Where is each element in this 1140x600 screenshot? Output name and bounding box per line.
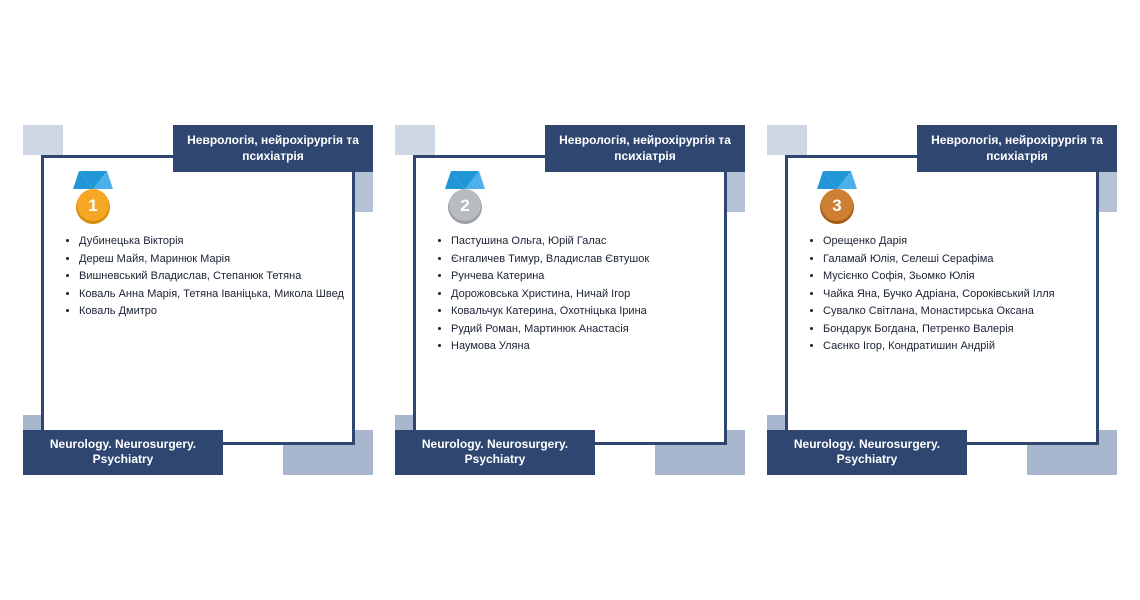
card-footer: Neurology. Neurosurgery. Psychiatry	[395, 430, 595, 475]
list-item: Коваль Дмитро	[79, 303, 345, 320]
list-item: Дорожовська Христина, Ничай Ігор	[451, 286, 717, 303]
card-footer: Neurology. Neurosurgery. Psychiatry	[23, 430, 223, 475]
svg-text:3: 3	[832, 196, 841, 215]
list-item: Рунчева Катерина	[451, 268, 717, 285]
list-item: Ковальчук Катерина, Охотніцька Ірина	[451, 303, 717, 320]
list-item: Чайка Яна, Бучко Адріана, Сороківський І…	[823, 286, 1089, 303]
card-header: Неврологія, нейрохірургія та психіатрія	[173, 125, 373, 172]
svg-text:2: 2	[460, 196, 469, 215]
award-card-1: Неврологія, нейрохірургія та психіатрія …	[23, 125, 373, 475]
list-item: Дубинецька Вікторія	[79, 233, 345, 250]
card-header: Неврологія, нейрохірургія та психіатрія	[917, 125, 1117, 172]
medal-icon: 1	[69, 171, 117, 232]
award-card-2: Неврологія, нейрохірургія та психіатрія …	[395, 125, 745, 475]
card-footer: Neurology. Neurosurgery. Psychiatry	[767, 430, 967, 475]
card-header: Неврологія, нейрохірургія та психіатрія	[545, 125, 745, 172]
list-item: Дереш Майя, Маринюк Марія	[79, 251, 345, 268]
bg-decor	[23, 125, 63, 155]
medal-icon: 3	[813, 171, 861, 232]
list-item: Сувалко Світлана, Монастирська Оксана	[823, 303, 1089, 320]
list-item: Орещенко Дарія	[823, 233, 1089, 250]
list-item: Наумова Уляна	[451, 338, 717, 355]
winners-list: Орещенко Дарія Галамай Юлія, Селеші Сера…	[807, 233, 1089, 356]
bg-decor	[767, 125, 807, 155]
list-item: Бондарук Богдана, Петренко Валерія	[823, 321, 1089, 338]
bg-decor	[395, 125, 435, 155]
list-item: Галамай Юлія, Селеші Серафіма	[823, 251, 1089, 268]
medal-icon: 2	[441, 171, 489, 232]
winners-list: Дубинецька Вікторія Дереш Майя, Маринюк …	[63, 233, 345, 321]
list-item: Рудий Роман, Мартинюк Анастасія	[451, 321, 717, 338]
list-item: Вишневський Владислав, Степанюк Тетяна	[79, 268, 345, 285]
list-item: Саєнко Ігор, Кондратишин Андрій	[823, 338, 1089, 355]
list-item: Коваль Анна Марія, Тетяна Іваніцька, Мик…	[79, 286, 345, 303]
svg-text:1: 1	[88, 196, 97, 215]
list-item: Єнгаличев Тимур, Владислав Євтушок	[451, 251, 717, 268]
winners-list: Пастушина Ольга, Юрій Галас Єнгаличев Ти…	[435, 233, 717, 356]
award-card-3: Неврологія, нейрохірургія та психіатрія …	[767, 125, 1117, 475]
list-item: Мусієнко Софія, Зьомко Юлія	[823, 268, 1089, 285]
list-item: Пастушина Ольга, Юрій Галас	[451, 233, 717, 250]
